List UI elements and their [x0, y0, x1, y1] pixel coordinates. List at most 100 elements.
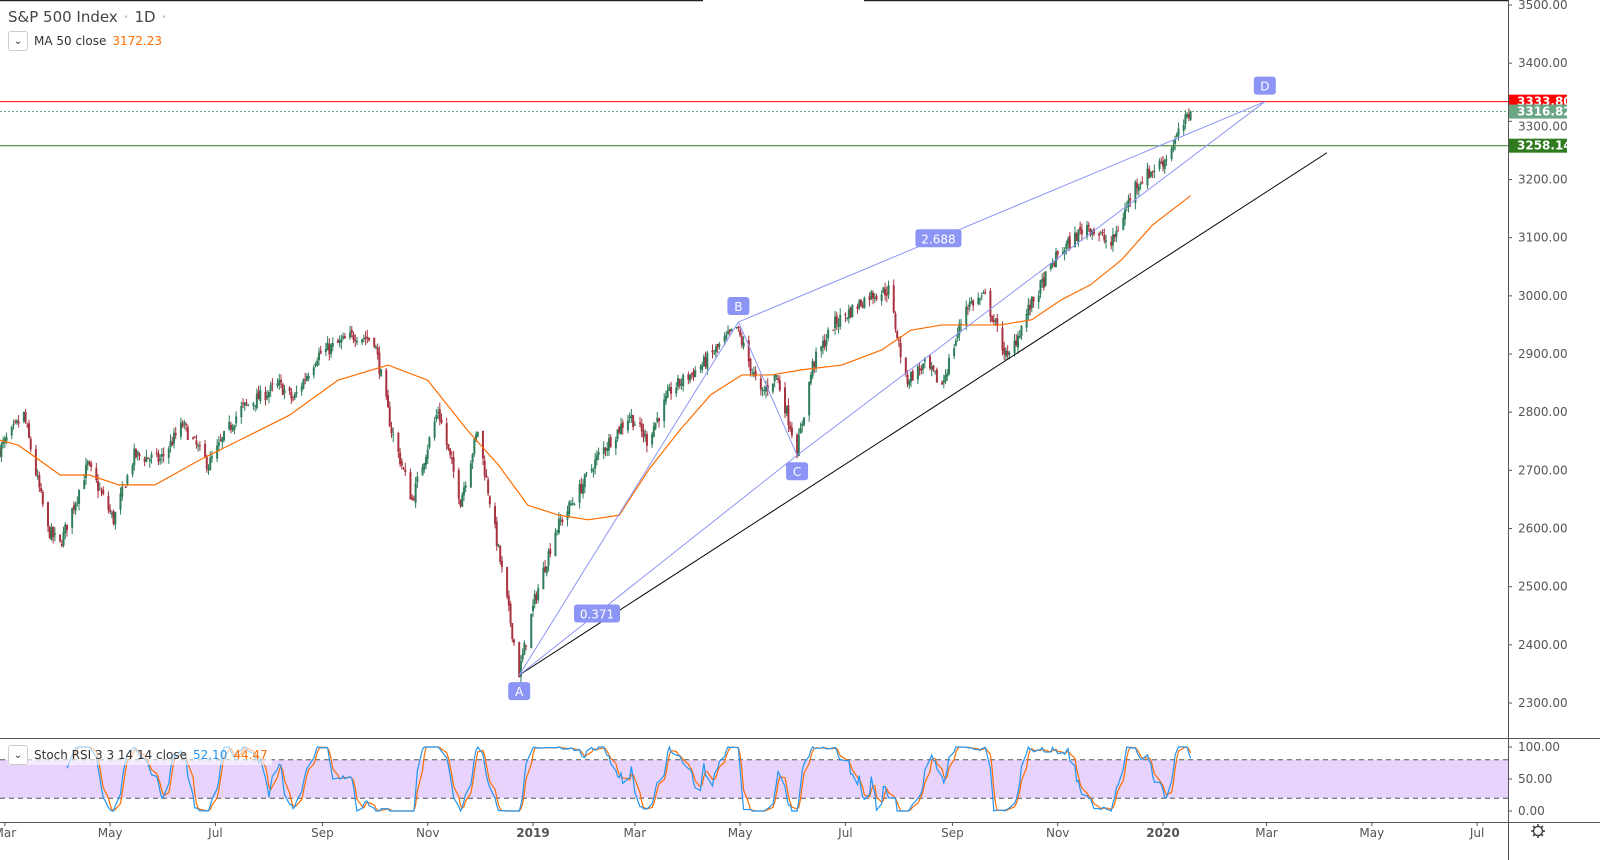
- candle-body: [71, 508, 74, 528]
- candle-body: [739, 330, 742, 336]
- candle: [892, 279, 895, 314]
- candle-body: [880, 294, 883, 301]
- candle-body: [1161, 161, 1164, 167]
- candle: [1054, 247, 1057, 268]
- candle-body: [663, 399, 666, 422]
- candle-body: [859, 299, 862, 306]
- candle: [86, 459, 89, 471]
- gear-icon[interactable]: [1531, 824, 1545, 838]
- candle: [1061, 246, 1064, 255]
- chevron-down-icon[interactable]: ⌄: [8, 31, 28, 51]
- candle: [59, 534, 62, 543]
- chevron-down-icon[interactable]: ⌄: [8, 745, 28, 765]
- candle: [935, 367, 938, 383]
- candle-body: [887, 285, 890, 295]
- candle-body: [368, 337, 371, 340]
- candle: [326, 336, 329, 351]
- candle-body: [102, 489, 105, 495]
- candle-body: [506, 566, 509, 597]
- candle: [148, 457, 151, 468]
- candle: [447, 444, 450, 451]
- candle-body: [264, 391, 267, 401]
- candle-body: [53, 533, 56, 535]
- candle: [846, 317, 849, 321]
- candle-body: [90, 463, 93, 468]
- candle-body: [186, 427, 189, 440]
- candle-body: [994, 320, 997, 322]
- candle-body: [935, 369, 938, 383]
- candle: [109, 504, 112, 515]
- candle: [368, 337, 371, 342]
- candle: [618, 426, 621, 435]
- candle: [197, 443, 200, 452]
- candle: [651, 431, 654, 449]
- price-line-label: 3316.82: [1517, 105, 1572, 119]
- point-text: D: [1260, 80, 1269, 94]
- candle-body: [423, 463, 426, 470]
- candle: [604, 447, 607, 457]
- candle: [1003, 341, 1006, 361]
- candle-body: [571, 503, 574, 505]
- candle-body: [1030, 296, 1033, 309]
- candle-body: [402, 467, 405, 469]
- candle: [851, 303, 854, 318]
- candle: [1153, 164, 1156, 178]
- candle: [763, 385, 766, 396]
- candle-body: [1079, 226, 1082, 231]
- candle-body: [0, 444, 3, 457]
- candle-body: [1053, 263, 1056, 267]
- candle-body: [533, 593, 536, 605]
- candle: [416, 471, 419, 489]
- candle: [312, 364, 315, 379]
- candle-body: [181, 424, 184, 427]
- candle: [561, 517, 564, 526]
- candle-body: [657, 418, 660, 422]
- candle-body: [304, 379, 307, 381]
- time-tick-label: May: [1359, 826, 1384, 840]
- candle: [863, 296, 866, 309]
- candle-body: [942, 380, 945, 383]
- interval[interactable]: 1D: [134, 8, 156, 26]
- stoch-k-value: 52.10: [192, 748, 228, 762]
- candle-body: [343, 336, 346, 339]
- time-tick-label: May: [98, 826, 123, 840]
- candle-body: [330, 344, 333, 354]
- candle: [330, 342, 333, 358]
- candle: [518, 641, 521, 678]
- candle-body: [1141, 181, 1144, 184]
- candle: [354, 334, 357, 348]
- candle: [884, 282, 887, 301]
- candle-body: [979, 298, 982, 300]
- candle: [1129, 193, 1132, 207]
- candle-body: [295, 391, 298, 394]
- candle: [1101, 229, 1104, 236]
- candle-body: [530, 613, 533, 649]
- candle-body: [1158, 160, 1161, 169]
- candle: [549, 543, 552, 558]
- candle-body: [449, 448, 452, 455]
- candle: [799, 422, 802, 434]
- candle: [942, 374, 945, 389]
- candle: [568, 500, 571, 518]
- candle: [126, 473, 129, 487]
- candle-body: [475, 434, 478, 441]
- candle: [922, 363, 925, 374]
- candle-body: [751, 372, 754, 374]
- candle-body: [1163, 159, 1166, 170]
- candle: [1151, 170, 1154, 178]
- candle-body: [60, 544, 63, 546]
- candle: [269, 381, 272, 397]
- candle: [1115, 225, 1118, 243]
- candle: [119, 487, 122, 515]
- candle: [941, 380, 944, 385]
- candle: [916, 364, 919, 385]
- candle-body: [252, 403, 255, 406]
- candle-body: [471, 454, 474, 463]
- candle: [1042, 272, 1045, 291]
- candle: [376, 343, 379, 360]
- candle-body: [1165, 159, 1168, 161]
- candle-body: [1004, 350, 1007, 357]
- candle-body: [947, 358, 950, 375]
- candle-body: [160, 454, 163, 457]
